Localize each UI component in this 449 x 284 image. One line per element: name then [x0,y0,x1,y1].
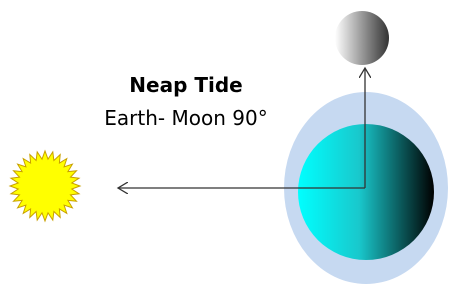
sun [10,151,80,221]
diagram: Neap Tide Earth- Moon 90° [0,0,449,284]
earth [298,124,434,260]
subtitle: Earth- Moon 90° [104,106,267,130]
title: Neap Tide [129,73,242,97]
moon [335,11,389,65]
page: {"title": "Neap Tide", "subtitle": "Eart… [0,0,449,284]
